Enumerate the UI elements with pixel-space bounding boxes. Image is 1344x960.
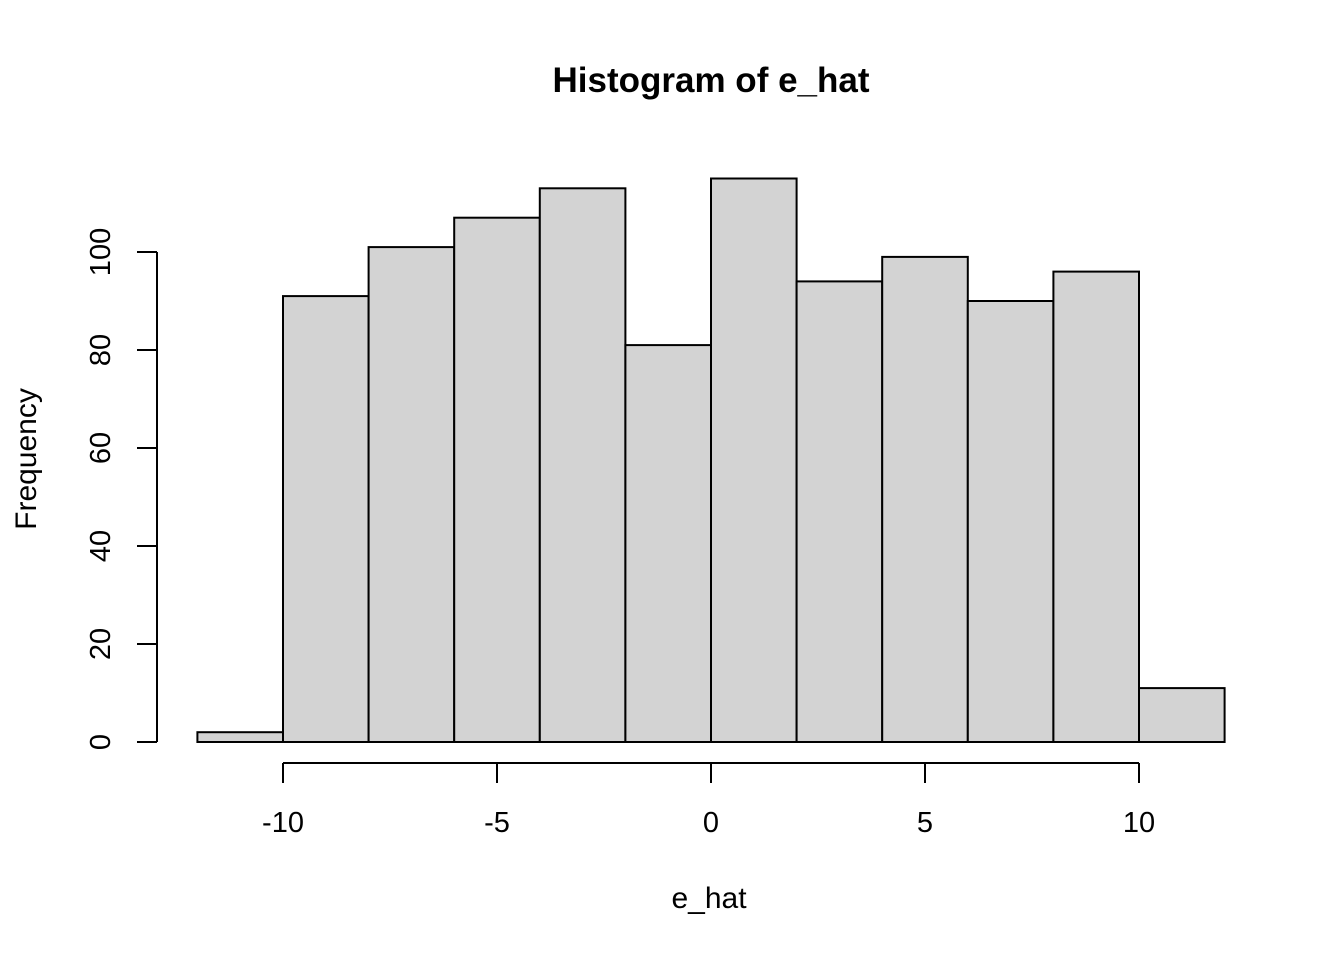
y-tick-label: 100 xyxy=(85,228,117,276)
y-tick-label: 60 xyxy=(85,432,117,464)
histogram-bar xyxy=(881,255,969,743)
x-tick-label: -5 xyxy=(484,807,510,839)
histogram-bar xyxy=(282,295,370,743)
histogram-bar xyxy=(1138,687,1226,743)
histogram-bar xyxy=(538,187,627,744)
bars-group xyxy=(196,177,1226,744)
histogram-bar xyxy=(710,177,798,743)
chart-title: Histogram of e_hat xyxy=(553,61,870,100)
y-tick-label: 20 xyxy=(85,628,117,660)
histogram-bar xyxy=(453,216,541,743)
histogram-bar xyxy=(367,246,456,743)
axes-group: 0 20 40 60 80 100 -10 -5 0 5 10 xyxy=(85,228,1155,839)
histogram-bar xyxy=(624,344,713,743)
histogram-bar xyxy=(196,731,284,744)
x-axis-label: e_hat xyxy=(671,882,747,915)
x-tick-label: -10 xyxy=(262,807,304,839)
x-tick-label: 0 xyxy=(703,807,719,839)
x-tick-label: 10 xyxy=(1123,807,1155,839)
histogram-bar xyxy=(966,300,1055,743)
histogram-bar xyxy=(795,280,884,743)
x-tick-label: 5 xyxy=(917,807,933,839)
histogram-bar xyxy=(1052,270,1141,743)
y-tick-label: 0 xyxy=(85,734,117,750)
y-tick-label: 80 xyxy=(85,334,117,366)
y-axis-label: Frequency xyxy=(10,388,43,530)
y-tick-label: 40 xyxy=(85,530,117,562)
